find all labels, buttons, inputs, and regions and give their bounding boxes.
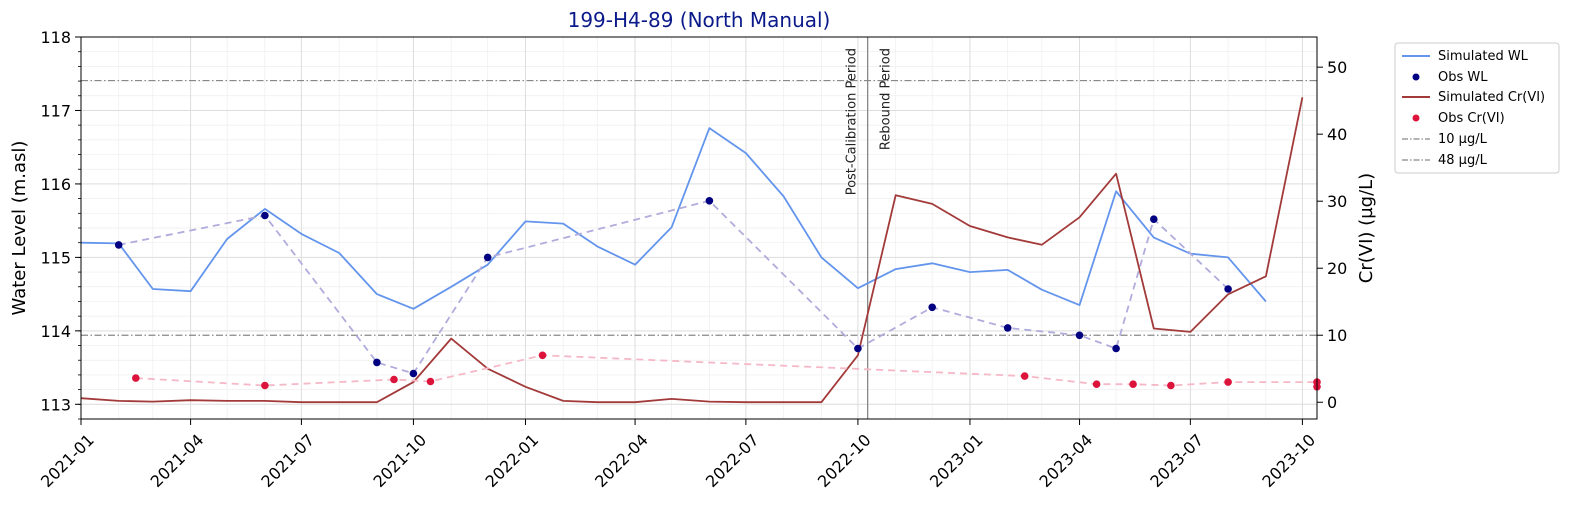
legend-label-obs-crvi: Obs Cr(VI) [1438,111,1505,126]
right-axis-title: Cr(VI) (µg/L) [1356,173,1377,283]
legend-label-simulated-crvi: Simulated Cr(VI) [1438,90,1545,105]
right-y-tick-label: 10 [1327,326,1347,345]
series-point-3 [1224,378,1232,386]
legend-swatch-obs-wl [1412,73,1420,81]
series-point-1 [114,241,123,249]
left-y-tick-label: 113 [40,395,71,414]
left-y-tick-label: 117 [40,101,71,120]
x-tick-label: 2021-01 [37,430,98,491]
series-point-1 [854,344,862,353]
x-tick-label: 2022-04 [591,430,652,491]
series-layer [80,97,1321,404]
series-point-1 [1224,285,1232,293]
x-tick-label: 2022-07 [702,430,763,491]
chart-title: 199-H4-89 (North Manual) [568,8,831,32]
left-y-tick-label: 114 [40,322,71,341]
annotations: Post-Calibration Period Rebound Period [845,48,894,195]
left-axis-title: Water Level (m.asl) [9,141,30,316]
legend-label-48-ugl: 48 µg/L [1438,153,1488,168]
right-axis: 0 10 20 30 40 50 [1317,58,1347,412]
legend-label-obs-wl: Obs WL [1438,70,1488,85]
series-line-0 [80,127,1267,310]
series-point-3 [390,375,398,384]
series-connector-3 [135,354,1318,387]
x-axis: 2021-01 2021-04 2021-07 2021-10 2022-01 2022-… [37,419,1319,491]
series-point-1 [705,197,714,205]
series-point-3 [1020,372,1029,380]
legend: Simulated WL Obs WL Simulated Cr(VI) Obs… [1394,42,1560,174]
legend-label-10-ugl: 10 µg/L [1438,132,1488,147]
series-point-1 [373,358,381,367]
x-tick-label: 2023-07 [1146,430,1207,491]
x-tick-label: 2023-01 [926,430,987,491]
right-y-tick-label: 30 [1327,192,1347,211]
x-tick-label: 2023-04 [1036,430,1097,491]
series-point-1 [261,211,269,220]
series-point-1 [483,253,492,262]
right-y-tick-label: 40 [1327,125,1347,144]
x-tick-label: 2021-10 [369,430,430,491]
x-tick-label: 2022-01 [482,430,543,491]
series-point-3 [261,381,269,390]
annotation-post-calibration: Post-Calibration Period [845,48,860,195]
series-point-3 [1092,380,1101,389]
series-point-1 [1075,331,1084,340]
series-point-1 [1150,215,1158,223]
series-point-3 [426,377,435,386]
series-point-1 [1003,324,1012,332]
series-point-3 [1129,380,1137,389]
series-point-1 [409,369,418,378]
x-tick-label: 2021-07 [257,430,318,491]
x-tick-label: 2022-10 [814,430,875,491]
x-tick-label: 2023-10 [1258,430,1319,491]
legend-box [1394,42,1560,174]
series-point-1 [1112,344,1120,353]
left-axis: 113 114 115 116 117 118 [40,28,81,420]
x-tick-label: 2021-04 [147,430,208,491]
legend-label-simulated-wl: Simulated WL [1438,49,1529,64]
series-point-3 [132,374,140,382]
legend-swatch-obs-crvi [1412,114,1420,122]
series-point-3 [538,351,547,360]
left-y-tick-label: 115 [40,248,71,267]
threshold-lines [81,37,1317,419]
left-y-tick-label: 118 [40,28,71,47]
left-y-tick-label: 116 [40,175,71,194]
series-point-3 [1167,381,1175,390]
series-point-1 [928,303,936,312]
series-line-2 [80,97,1304,404]
right-y-tick-label: 50 [1327,58,1347,77]
annotation-rebound-period: Rebound Period [879,48,894,150]
right-y-tick-label: 20 [1327,259,1347,278]
right-y-tick-label: 0 [1327,393,1337,412]
